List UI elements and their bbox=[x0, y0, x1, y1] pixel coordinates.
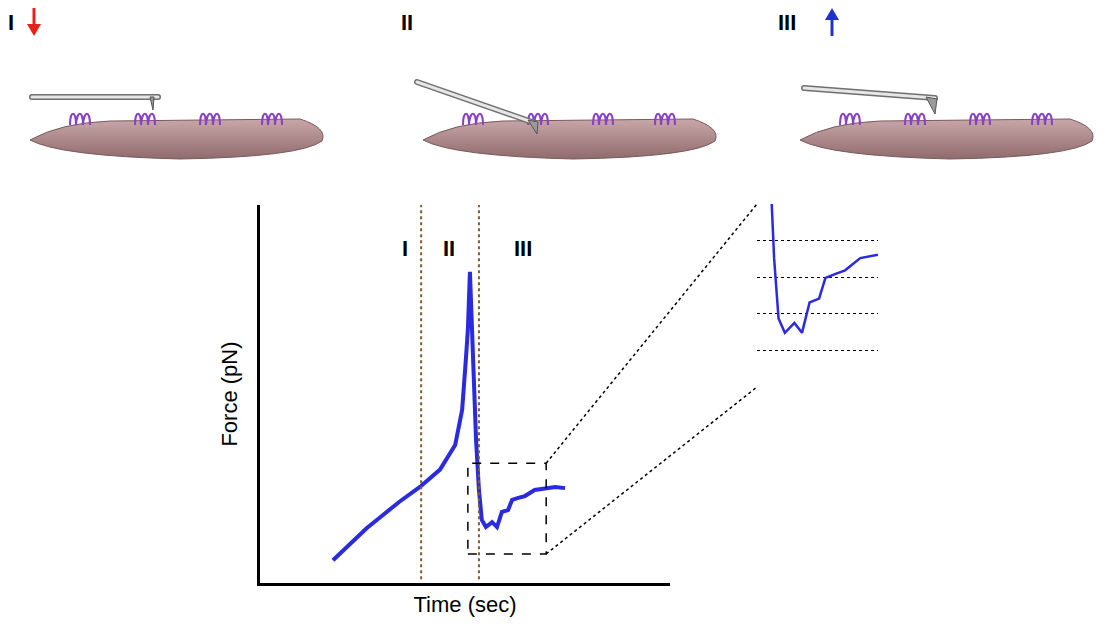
svg-text:Time (sec): Time (sec) bbox=[413, 592, 516, 617]
svg-text:III: III bbox=[778, 10, 796, 35]
svg-text:II: II bbox=[443, 236, 455, 261]
svg-text:II: II bbox=[401, 10, 413, 35]
svg-text:III: III bbox=[514, 236, 532, 261]
svg-text:I: I bbox=[402, 236, 408, 261]
svg-text:I: I bbox=[8, 10, 14, 35]
svg-text:Force (pN): Force (pN) bbox=[217, 341, 242, 446]
